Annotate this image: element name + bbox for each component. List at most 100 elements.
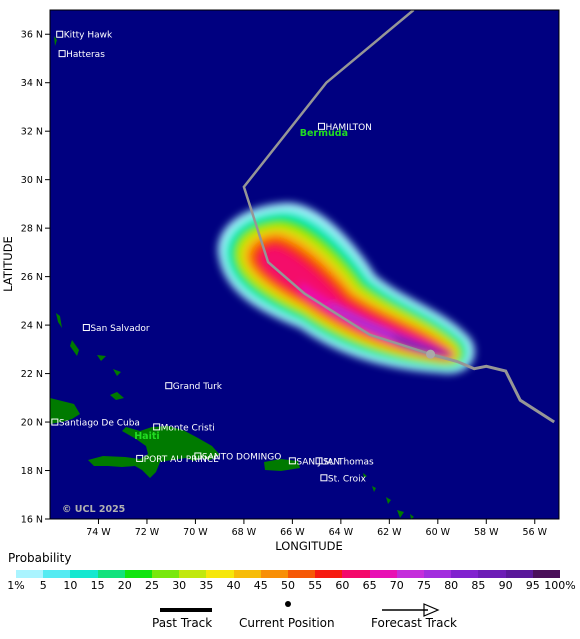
probability-color-swatch xyxy=(424,570,452,578)
x-tick-label: 66 W xyxy=(280,527,305,538)
place-label: SAN JUAN xyxy=(296,457,340,467)
y-tick-label: 32 N xyxy=(21,127,43,138)
probability-tick-label: 40 xyxy=(226,579,241,592)
probability-color-swatch xyxy=(233,570,262,578)
probability-color-swatch xyxy=(451,570,479,578)
place-label: St. Thomas xyxy=(323,457,374,467)
probability-color-swatch xyxy=(342,570,371,578)
region-label: Haiti xyxy=(134,431,159,442)
place-marker xyxy=(165,382,173,390)
place-marker xyxy=(136,454,144,462)
place-label: St. Croix xyxy=(328,474,367,484)
x-tick-label: 72 W xyxy=(135,527,160,538)
plot-frame xyxy=(49,9,560,520)
place-marker xyxy=(288,457,296,465)
x-axis-title: LONGITUDE xyxy=(275,539,343,553)
probability-color-swatch xyxy=(43,570,71,578)
probability-color-swatch xyxy=(532,570,561,578)
probability-tick-label: 70 xyxy=(389,579,404,592)
x-tick-label: 60 W xyxy=(426,527,451,538)
place-label: HAMILTON xyxy=(325,123,371,133)
place-marker xyxy=(315,457,323,465)
probability-tick-label: 5 xyxy=(39,579,47,592)
forecast-track-key-arrow-icon xyxy=(423,603,440,617)
place-marker xyxy=(82,324,90,332)
probability-color-swatch xyxy=(152,570,180,578)
current-position-label: Current Position xyxy=(239,616,335,630)
y-tick-label: 26 N xyxy=(21,272,43,283)
probability-color-swatch xyxy=(315,570,343,578)
x-tick-label: 62 W xyxy=(377,527,402,538)
current-position-marker xyxy=(426,349,436,359)
place-label: Kitty Hawk xyxy=(64,31,113,41)
probability-color-swatch xyxy=(505,570,534,578)
y-tick-label: 20 N xyxy=(21,418,43,429)
probability-color-swatch xyxy=(16,570,44,578)
place-label: Monte Cristi xyxy=(161,423,215,433)
region-label: Bermuda xyxy=(300,128,348,139)
probability-color-swatch xyxy=(124,570,153,578)
legend-title: Probability xyxy=(8,551,72,565)
probability-color-swatch xyxy=(396,570,425,578)
place-label: San Salvador xyxy=(90,324,150,334)
y-tick-label: 34 N xyxy=(21,78,43,89)
probability-color-swatch xyxy=(70,570,99,578)
x-tick-label: 68 W xyxy=(232,527,257,538)
x-tick-label: 56 W xyxy=(523,527,548,538)
probability-color-swatch xyxy=(97,570,126,578)
y-tick-label: 18 N xyxy=(21,466,43,477)
forecast-track-line xyxy=(242,10,431,356)
past-track-label: Past Track xyxy=(152,616,213,630)
probability-tick-label: 20 xyxy=(117,579,132,592)
probability-tick-label: 55 xyxy=(308,579,323,592)
probability-tick-label: 1% xyxy=(7,579,25,592)
place-marker xyxy=(194,452,202,460)
probability-tick-label: 95 xyxy=(525,579,540,592)
y-tick-label: 30 N xyxy=(21,175,43,186)
place-marker xyxy=(320,474,328,482)
probability-swath xyxy=(217,202,475,374)
probability-tick-label: 90 xyxy=(498,579,513,592)
copyright-text: © UCL 2025 xyxy=(62,504,125,515)
probability-tick-label: 10 xyxy=(63,579,78,592)
x-tick-label: 70 W xyxy=(183,527,208,538)
forecast-track-label: Forecast Track xyxy=(371,616,457,630)
x-tick-label: 58 W xyxy=(474,527,499,538)
place-label: Santiago De Cuba xyxy=(59,419,140,429)
y-tick-label: 24 N xyxy=(21,321,43,332)
probability-tick-label: 65 xyxy=(362,579,377,592)
probability-color-swatch xyxy=(369,570,398,578)
probability-tick-label: 35 xyxy=(199,579,214,592)
place-label: SANTO DOMINGO xyxy=(202,452,281,462)
probability-tick-label: 100% xyxy=(544,579,576,592)
probability-tick-label: 45 xyxy=(253,579,268,592)
puerto-rico-land xyxy=(264,459,300,471)
probability-tick-label: 80 xyxy=(444,579,459,592)
place-label: Grand Turk xyxy=(173,382,223,392)
probability-tick-label: 60 xyxy=(335,579,350,592)
probability-tick-label: 85 xyxy=(471,579,486,592)
probability-color-swatch xyxy=(179,570,207,578)
probability-tick-label: 30 xyxy=(172,579,187,592)
place-marker xyxy=(51,418,59,426)
place-marker xyxy=(153,423,161,431)
cuba-land xyxy=(50,398,80,424)
place-marker xyxy=(56,30,64,38)
place-label: PORT AU PRINCE xyxy=(144,455,219,465)
probability-color-swatch xyxy=(288,570,316,578)
probability-tick-label: 15 xyxy=(90,579,105,592)
probability-color-swatch xyxy=(478,570,507,578)
x-tick-label: 64 W xyxy=(329,527,354,538)
probability-color-bar xyxy=(0,567,580,581)
y-axis-title: LATITUDE xyxy=(1,236,15,292)
place-label: Hatteras xyxy=(66,50,105,60)
y-tick-label: 22 N xyxy=(21,369,43,380)
place-marker xyxy=(58,50,66,58)
probability-color-swatch xyxy=(260,570,289,578)
probability-tick-label: 25 xyxy=(145,579,159,592)
land-masses xyxy=(50,36,414,519)
place-marker xyxy=(317,122,325,130)
y-tick-label: 28 N xyxy=(21,224,43,235)
hispaniola-land xyxy=(88,426,220,478)
